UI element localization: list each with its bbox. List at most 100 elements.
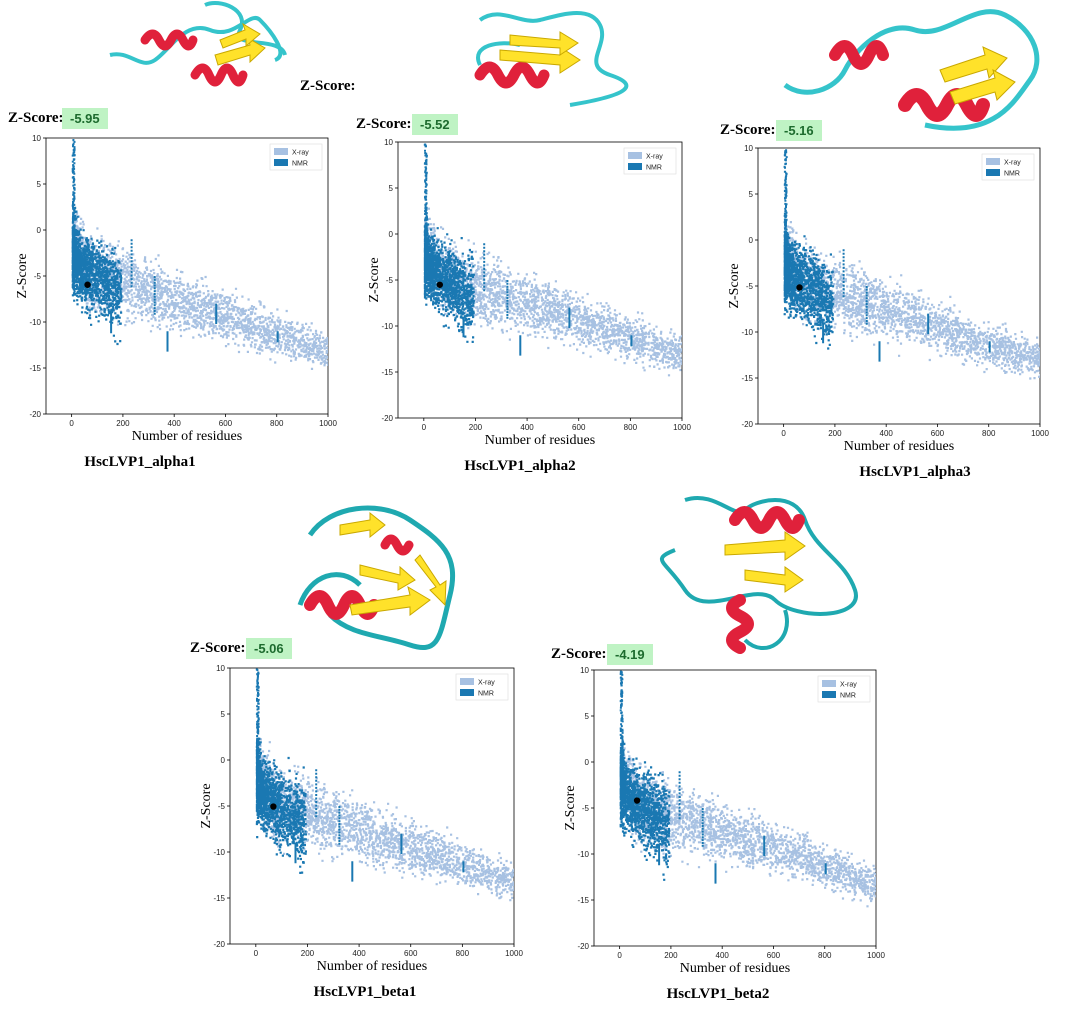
x-axis-label: Number of residues <box>844 439 954 454</box>
zscore-label: Z-Score: <box>190 640 246 656</box>
y-tick-label: -20 <box>577 942 589 951</box>
legend-swatch-xray <box>628 152 642 159</box>
x-axis-label: Number of residues <box>132 429 242 444</box>
legend-label-xray: X-ray <box>1004 160 1021 167</box>
x-tick-label: 0 <box>617 951 622 960</box>
legend-swatch-nmr <box>822 691 836 698</box>
x-tick-label: 0 <box>422 423 427 432</box>
legend-label-nmr: NMR <box>292 161 308 168</box>
xray-points <box>783 221 1040 380</box>
zscore-value-badge: -5.06 <box>246 638 292 659</box>
legend-swatch-nmr <box>628 163 642 170</box>
y-tick-label: -10 <box>741 328 753 337</box>
y-tick-label: 5 <box>221 710 226 719</box>
y-tick-label: 0 <box>749 236 754 245</box>
x-tick-label: 0 <box>781 429 786 438</box>
zscore-label: Z-Score: <box>551 646 607 662</box>
y-tick-label: -15 <box>213 894 225 903</box>
x-tick-label: 400 <box>352 949 366 958</box>
legend-label-nmr: NMR <box>1004 171 1020 178</box>
y-axis-label: Z-Score <box>368 257 382 302</box>
zscore-label: Z-Score: <box>8 110 64 126</box>
legend-label-xray: X-ray <box>840 682 857 689</box>
x-tick-label: 800 <box>818 951 832 960</box>
point-cloud <box>423 143 682 377</box>
chart-caption: HscLVP1_beta1 <box>313 984 417 1000</box>
y-tick-label: -5 <box>582 804 590 813</box>
y-tick-label: -5 <box>34 272 42 281</box>
protein-structure-alpha2 <box>474 11 629 107</box>
x-tick-label: 1000 <box>505 949 523 958</box>
x-axis-label: Number of residues <box>485 433 595 448</box>
y-tick-label: 0 <box>585 758 590 767</box>
y-tick-label: -5 <box>386 276 394 285</box>
x-tick-label: 1000 <box>673 423 691 432</box>
y-tick-label: 0 <box>221 756 226 765</box>
x-tick-label: 400 <box>520 423 534 432</box>
zscore-value-badge: -5.16 <box>776 120 822 141</box>
zscore-value-badge: -4.19 <box>607 644 653 665</box>
y-tick-label: -20 <box>29 410 41 419</box>
x-tick-label: 400 <box>880 429 894 438</box>
x-tick-label: 800 <box>270 419 284 428</box>
legend-swatch-xray <box>274 148 288 155</box>
legend-label-nmr: NMR <box>840 693 856 700</box>
x-tick-label: 800 <box>624 423 638 432</box>
chart-caption: HscLVP1_beta2 <box>666 986 770 1002</box>
x-axis-label: Number of residues <box>317 959 427 974</box>
y-tick-label: 10 <box>216 664 225 673</box>
stray-zscore-label: Z-Score: <box>300 78 356 94</box>
y-tick-label: -20 <box>213 940 225 949</box>
x-axis-label: Number of residues <box>680 961 790 976</box>
scatter-chart: 0 200 400 600 800 1000 10 5 0 -5 -10 -15 -20 Number o… <box>564 666 885 976</box>
legend-swatch-nmr <box>986 169 1000 176</box>
y-tick-label: -5 <box>218 802 226 811</box>
y-tick-label: 10 <box>744 144 753 153</box>
x-tick-label: 200 <box>828 429 842 438</box>
x-tick-label: 600 <box>931 429 945 438</box>
y-tick-label: 5 <box>585 712 590 721</box>
x-tick-label: 1000 <box>319 419 337 428</box>
chart-caption: HscLVP1_alpha3 <box>859 464 971 480</box>
y-tick-label: -10 <box>381 322 393 331</box>
scatter-chart: 0 200 400 600 800 1000 10 5 0 -5 -10 -15 -20 Number o… <box>200 664 523 974</box>
x-tick-label: 400 <box>168 419 182 428</box>
y-tick-label: -15 <box>29 364 41 373</box>
y-tick-label: -20 <box>381 414 393 423</box>
query-structure-point <box>796 284 803 291</box>
chart-caption: HscLVP1_alpha2 <box>464 458 576 474</box>
x-tick-label: 200 <box>116 419 130 428</box>
zscore-value-badge: -5.95 <box>62 108 108 129</box>
y-axis-label: Z-Score <box>16 253 30 298</box>
protein-structure-alpha1 <box>109 1 287 87</box>
x-tick-label: 600 <box>572 423 586 432</box>
y-tick-label: 10 <box>32 134 41 143</box>
x-tick-label: 1000 <box>867 951 885 960</box>
zscore-value-badge: -5.52 <box>412 114 458 135</box>
legend-swatch-xray <box>822 680 836 687</box>
x-tick-label: 800 <box>982 429 996 438</box>
y-tick-label: 10 <box>580 666 589 675</box>
chart-caption: HscLVP1_alpha1 <box>84 454 196 470</box>
y-tick-label: 0 <box>37 226 42 235</box>
x-tick-label: 0 <box>254 949 259 958</box>
point-cloud <box>619 670 876 908</box>
protein-structure-beta2 <box>660 496 858 654</box>
x-tick-label: 600 <box>404 949 418 958</box>
scatter-chart: 0 200 400 600 800 1000 10 5 0 -5 -10 -15 -20 Number o… <box>368 138 691 448</box>
zscore-label: Z-Score: <box>356 116 412 132</box>
protein-structure-beta1 <box>297 505 456 650</box>
x-tick-label: 200 <box>301 949 315 958</box>
scatter-chart: 0 200 400 600 800 1000 10 5 0 -5 -10 -15 -20 Number o… <box>728 144 1049 454</box>
y-tick-label: -20 <box>741 420 753 429</box>
y-tick-label: -15 <box>741 374 753 383</box>
x-tick-label: 0 <box>69 419 74 428</box>
y-axis-label: Z-Score <box>564 785 578 830</box>
xray-points <box>255 738 514 902</box>
y-tick-label: -10 <box>29 318 41 327</box>
y-tick-label: -15 <box>381 368 393 377</box>
legend-swatch-nmr <box>460 689 474 696</box>
y-tick-label: 0 <box>389 230 394 239</box>
y-tick-label: -10 <box>577 850 589 859</box>
legend-label-xray: X-ray <box>478 680 495 687</box>
